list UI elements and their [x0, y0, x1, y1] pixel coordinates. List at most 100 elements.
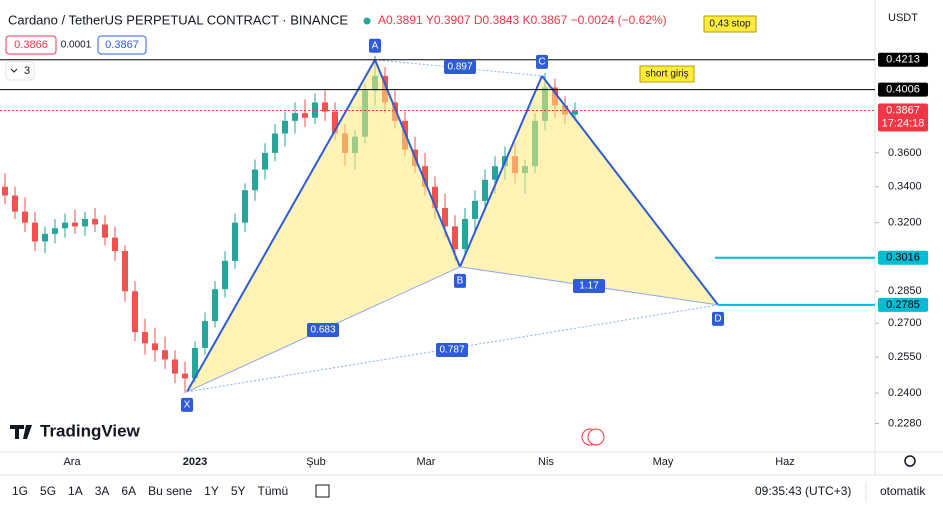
candle-body: [162, 350, 168, 360]
candle-body: [12, 195, 18, 212]
y-tick-label: 0.3200: [888, 217, 922, 229]
range-button[interactable]: 1Y: [204, 484, 219, 498]
range-button[interactable]: 3A: [95, 484, 110, 498]
candle-body: [92, 218, 98, 225]
ratio-label: 1.17: [579, 281, 599, 292]
logo: TradingView: [40, 421, 141, 440]
candle-body: [2, 186, 8, 196]
candle-body: [42, 233, 48, 242]
range-button[interactable]: 5G: [40, 484, 56, 498]
candle-body: [232, 222, 238, 261]
candle-body: [172, 359, 178, 374]
note: short giriş: [645, 69, 688, 80]
candle-body: [62, 222, 68, 229]
y-tick-label: 0.2400: [888, 387, 922, 399]
y-tick-label: 0.2550: [888, 351, 922, 363]
buy-button[interactable]: [97, 35, 147, 55]
candle-body: [122, 251, 128, 292]
x-tick-label: Haz: [775, 456, 795, 468]
x-tick-label: Şub: [306, 456, 326, 468]
price-level-label-bg: [878, 250, 928, 265]
x-tick-label: Nis: [538, 456, 554, 468]
candle-body: [252, 169, 258, 191]
range-button[interactable]: Bu sene: [148, 484, 192, 498]
candle-body: [322, 102, 328, 112]
candle-body: [212, 289, 218, 322]
price-level-label: 0.3016: [886, 252, 920, 264]
point-label: D: [714, 314, 721, 325]
x-tick-label: 2023: [183, 456, 207, 468]
candle-body: [72, 222, 78, 227]
point-label: B: [457, 275, 464, 286]
price-level-label-bg: [878, 82, 928, 97]
sell-button[interactable]: [5, 35, 57, 55]
ratio-label: 0.683: [310, 325, 335, 336]
point-label: C: [538, 56, 545, 67]
point-label: A: [372, 40, 379, 51]
range-button[interactable]: 1G: [12, 484, 28, 498]
candle-body: [242, 190, 248, 223]
point-label-bg: [454, 273, 466, 288]
ratio-label: 0.787: [439, 345, 464, 356]
price-level-label: 0.4213: [886, 54, 920, 66]
candle-body: [102, 224, 108, 238]
candle-body: [302, 113, 308, 118]
x-tick-label: May: [653, 456, 674, 468]
pattern-leg: [186, 59, 376, 393]
point-label-bg: [712, 311, 724, 326]
scale-mode[interactable]: otomatik: [880, 484, 926, 498]
candle-body: [82, 218, 88, 227]
range-button[interactable]: 5Y: [231, 484, 246, 498]
range-button[interactable]: Tümü: [258, 484, 289, 498]
y-tick-label: 0.3600: [888, 147, 922, 159]
candle-body: [112, 237, 118, 252]
candle-body: [52, 228, 58, 234]
ratio-label-bg: [573, 279, 605, 293]
y-tick-label: 0.2850: [888, 285, 922, 297]
date-range-icon[interactable]: [315, 484, 330, 498]
price-level-label: 0.2785: [886, 299, 920, 311]
pattern-leg: [541, 75, 719, 306]
candle-body: [472, 200, 478, 219]
candle-body: [202, 321, 208, 348]
candle-body: [442, 208, 448, 227]
ratio-label: 0.897: [447, 62, 472, 73]
y-tick-label: 0.3400: [888, 181, 922, 193]
price-level-label: 0.3867: [886, 104, 920, 116]
price-level-label-bg: [878, 297, 928, 312]
spread: 0.0001: [61, 40, 92, 51]
candle-body: [222, 260, 228, 290]
candle-body: [432, 186, 438, 209]
currency: USDT: [888, 12, 918, 24]
status-dot: [363, 17, 371, 25]
ratio-label-bg: [307, 323, 339, 337]
countdown: 17:24:18: [882, 117, 925, 129]
candle-body: [22, 211, 28, 223]
point-label: X: [184, 399, 191, 410]
candle-body: [272, 133, 278, 153]
indicator-count: 3: [24, 65, 30, 77]
candle-body: [292, 113, 298, 121]
candle-body: [452, 226, 458, 250]
candle-body: [422, 166, 428, 187]
indicator-toggle[interactable]: [5, 61, 35, 81]
logo-icon: [10, 425, 32, 439]
event-icon: [587, 428, 605, 446]
pattern-leg: [459, 75, 543, 268]
candle-body: [262, 152, 268, 170]
candle-body: [282, 120, 288, 134]
note: 0,43 stop: [709, 19, 751, 30]
ratio-label-bg: [444, 60, 476, 74]
buy-price: 0.3867: [105, 39, 139, 51]
range-button[interactable]: 6A: [121, 484, 136, 498]
price-level-label-bg: [878, 103, 928, 132]
candle-body: [192, 347, 198, 379]
settings-icon[interactable]: [904, 455, 916, 467]
candle-body: [572, 110, 578, 115]
pattern-fill: [187, 59, 460, 392]
note-box: [703, 15, 757, 33]
y-tick-label: 0.2280: [888, 417, 922, 429]
note-box: [639, 65, 695, 83]
range-button[interactable]: 1A: [68, 484, 83, 498]
